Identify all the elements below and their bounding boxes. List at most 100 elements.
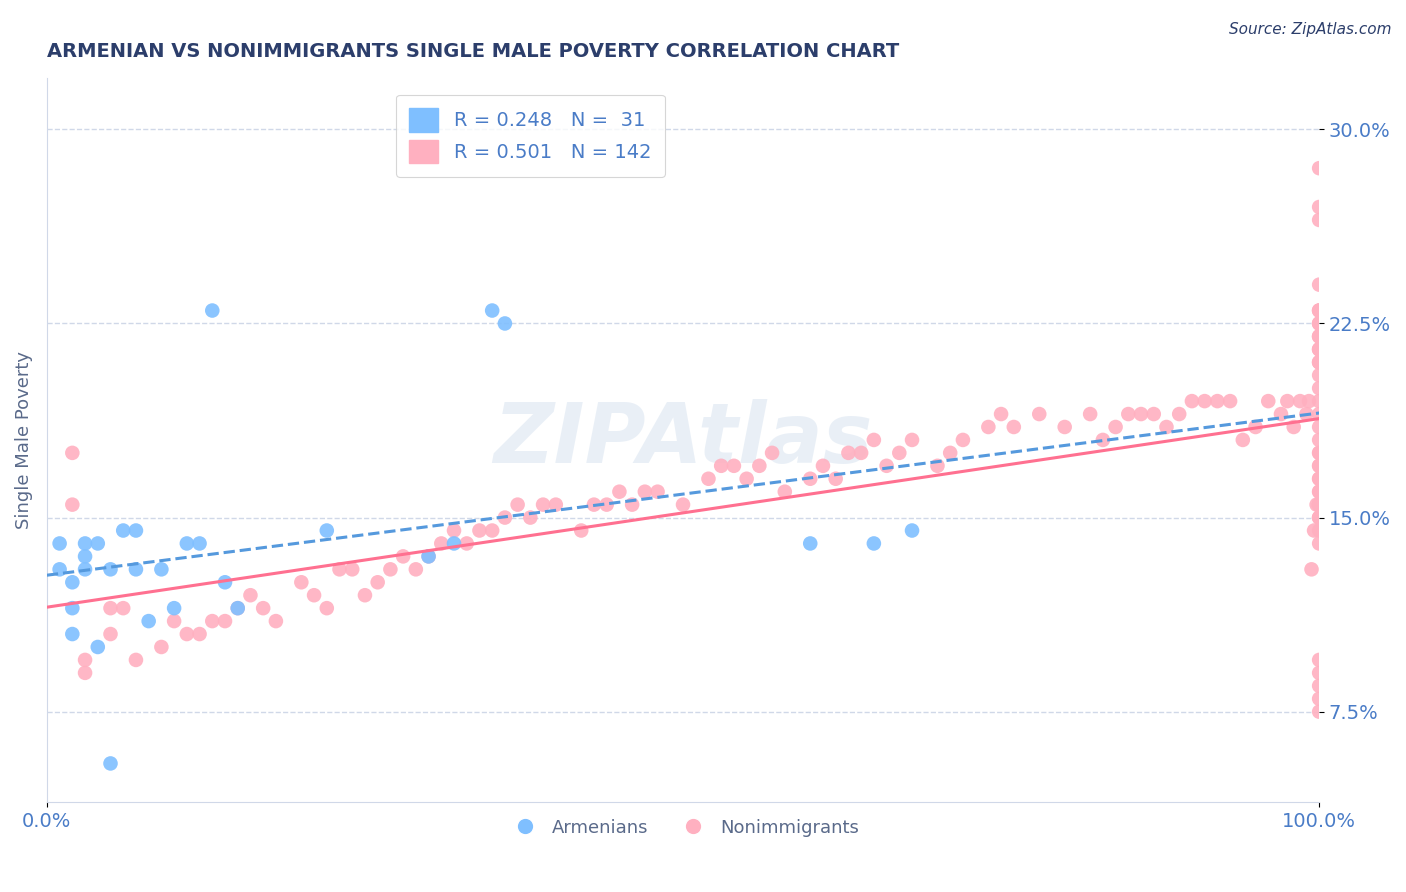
Point <box>1308 458 1330 473</box>
Point <box>73 562 96 576</box>
Point <box>60 498 83 512</box>
Point <box>1078 407 1101 421</box>
Point <box>595 498 617 512</box>
Point <box>60 575 83 590</box>
Point <box>150 562 173 576</box>
Point <box>112 524 135 538</box>
Point <box>73 536 96 550</box>
Point <box>977 420 1000 434</box>
Point <box>748 458 770 473</box>
Point <box>1308 329 1330 343</box>
Text: ZIPAtlas: ZIPAtlas <box>494 400 873 481</box>
Point <box>188 536 211 550</box>
Point <box>849 446 872 460</box>
Point <box>239 588 262 602</box>
Point <box>1308 200 1330 214</box>
Point <box>1308 317 1330 331</box>
Point <box>1308 510 1330 524</box>
Point <box>138 614 160 628</box>
Point <box>799 472 821 486</box>
Point <box>1308 536 1330 550</box>
Point <box>1308 420 1330 434</box>
Point <box>569 524 592 538</box>
Point <box>481 524 503 538</box>
Point <box>837 446 859 460</box>
Point <box>1257 394 1279 409</box>
Point <box>1308 317 1330 331</box>
Point <box>1308 303 1330 318</box>
Point <box>761 446 783 460</box>
Point <box>1308 303 1330 318</box>
Point <box>163 601 186 615</box>
Point <box>1308 458 1330 473</box>
Point <box>1308 653 1330 667</box>
Point <box>73 653 96 667</box>
Point <box>73 549 96 564</box>
Point <box>1289 394 1312 409</box>
Point <box>60 627 83 641</box>
Point <box>226 601 249 615</box>
Point <box>1308 343 1330 357</box>
Point <box>430 536 453 550</box>
Point <box>1308 343 1330 357</box>
Point <box>443 536 465 550</box>
Point <box>863 536 886 550</box>
Point <box>1053 420 1076 434</box>
Point <box>252 601 274 615</box>
Point <box>1156 420 1178 434</box>
Point <box>456 536 478 550</box>
Point <box>811 458 834 473</box>
Point <box>824 472 846 486</box>
Point <box>1308 691 1330 706</box>
Point <box>443 524 465 538</box>
Point <box>176 536 198 550</box>
Text: ARMENIAN VS NONIMMIGRANTS SINGLE MALE POVERTY CORRELATION CHART: ARMENIAN VS NONIMMIGRANTS SINGLE MALE PO… <box>46 42 900 61</box>
Point <box>634 484 657 499</box>
Point <box>328 562 350 576</box>
Point <box>1308 329 1330 343</box>
Point <box>1308 329 1330 343</box>
Point <box>1308 277 1330 292</box>
Point <box>506 498 529 512</box>
Point <box>952 433 974 447</box>
Point <box>73 665 96 680</box>
Point <box>100 562 122 576</box>
Point <box>1116 407 1139 421</box>
Point <box>481 303 503 318</box>
Point <box>1301 562 1323 576</box>
Point <box>1206 394 1229 409</box>
Point <box>1308 381 1330 395</box>
Point <box>1194 394 1216 409</box>
Legend: Armenians, Nonimmigrants: Armenians, Nonimmigrants <box>499 812 866 844</box>
Point <box>125 524 148 538</box>
Point <box>710 458 733 473</box>
Point <box>418 549 440 564</box>
Point <box>1244 420 1267 434</box>
Point <box>1270 407 1292 421</box>
Point <box>735 472 758 486</box>
Point <box>889 446 911 460</box>
Point <box>1308 498 1330 512</box>
Point <box>1308 665 1330 680</box>
Point <box>927 458 949 473</box>
Point <box>1002 420 1025 434</box>
Point <box>468 524 491 538</box>
Point <box>1308 161 1330 176</box>
Point <box>48 562 70 576</box>
Point <box>163 614 186 628</box>
Point <box>201 614 224 628</box>
Point <box>60 601 83 615</box>
Point <box>609 484 631 499</box>
Point <box>150 640 173 654</box>
Point <box>1308 679 1330 693</box>
Text: Source: ZipAtlas.com: Source: ZipAtlas.com <box>1229 22 1392 37</box>
Point <box>48 536 70 550</box>
Point <box>697 472 720 486</box>
Point <box>494 510 516 524</box>
Point <box>1308 368 1330 383</box>
Point <box>1308 433 1330 447</box>
Y-axis label: Single Male Poverty: Single Male Poverty <box>15 351 32 529</box>
Point <box>290 575 312 590</box>
Point <box>799 536 821 550</box>
Point <box>1295 407 1317 421</box>
